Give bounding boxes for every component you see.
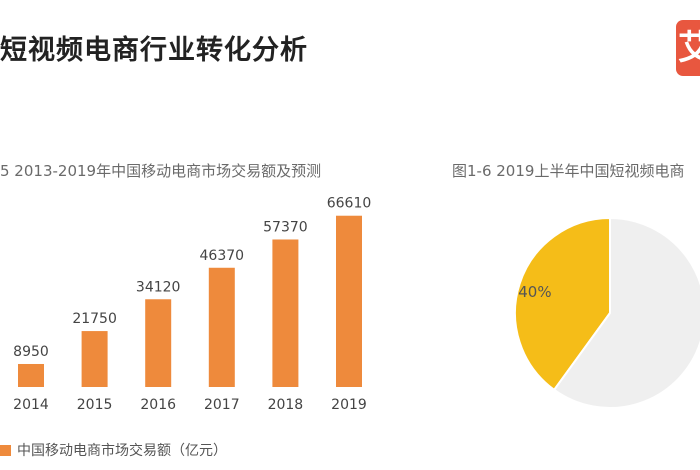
x-tick-label: 2017 <box>204 397 240 413</box>
pie-chart: 40% <box>514 216 700 409</box>
bar-2016 <box>145 299 172 387</box>
pie-slice-0 <box>514 216 611 392</box>
x-tick-label: 2014 <box>13 397 49 413</box>
legend-swatch <box>0 444 11 456</box>
bar-value-label: 8950 <box>13 344 49 360</box>
legend-label: 中国移动电商市场交易额（亿元） <box>17 443 227 459</box>
bar-value-label: 34120 <box>136 279 181 295</box>
pie-slice-label: 40% <box>518 283 551 301</box>
bar-chart: 8950 2014 21750 2015 34120 2016 46370 2017 57370… <box>13 196 372 413</box>
bar-value-label: 66610 <box>327 196 372 212</box>
bar-2017 <box>208 267 235 387</box>
bar-2019 <box>336 215 362 387</box>
x-tick-label: 2016 <box>140 397 176 413</box>
x-tick-label: 2019 <box>331 397 367 413</box>
page-title: 短视频电商行业转化分析 <box>0 35 308 66</box>
bar-chart-legend: 中国移动电商市场交易额（亿元） <box>0 440 227 460</box>
bar-2018 <box>272 239 299 387</box>
x-tick-label: 2015 <box>77 397 113 413</box>
bar-value-label: 46370 <box>200 248 245 264</box>
pie-chart-title: 图1-6 2019上半年中国短视频电商 <box>452 162 685 180</box>
pie-slice-1 <box>552 216 700 409</box>
bar-chart-title: 5 2013-2019年中国移动电商市场交易额及预测 <box>0 162 322 180</box>
brand-logo: 艾 <box>676 20 700 76</box>
bar-value-label: 57370 <box>263 219 308 235</box>
bar-value-label: 21750 <box>72 311 117 327</box>
bar-2014 <box>18 363 44 387</box>
x-tick-label: 2018 <box>268 397 304 413</box>
brand-logo-text: 艾 <box>678 28 700 68</box>
bar-2015 <box>81 331 108 387</box>
